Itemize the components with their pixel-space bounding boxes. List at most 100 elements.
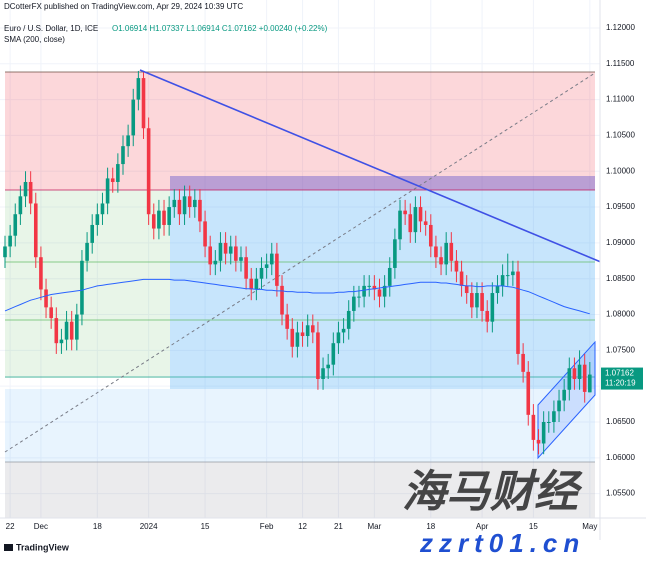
candle-body — [582, 364, 587, 392]
candle-body — [28, 181, 33, 204]
candle-body — [403, 210, 407, 215]
candle-body — [234, 246, 238, 261]
candle-body — [305, 325, 310, 337]
y-tick-label: 1.11000 — [606, 95, 635, 104]
candle-body — [485, 310, 490, 322]
x-tick-label: 12 — [298, 522, 307, 531]
candle-body — [341, 328, 346, 333]
candle-body — [521, 353, 525, 372]
candle-body — [269, 253, 274, 265]
x-tick-label: May — [582, 522, 597, 531]
x-tick-label: 18 — [426, 522, 435, 531]
candle-body — [223, 242, 228, 254]
candle-body — [557, 400, 561, 412]
y-tick-label: 1.11500 — [606, 59, 635, 68]
candle-body — [280, 285, 284, 315]
candle-body — [213, 260, 218, 265]
ohlc: O1.06914 H1.07337 L1.06914 C1.07162 +0.0… — [112, 24, 328, 33]
candle-body — [588, 374, 592, 393]
candle-body — [516, 271, 520, 354]
x-tick-label: 22 — [6, 522, 15, 531]
candle-body — [449, 242, 454, 261]
publisher: DCotterFX published on TradingView.com, … — [4, 2, 243, 11]
y-tick-label: 1.08500 — [606, 274, 635, 283]
x-tick-label: Dec — [34, 522, 48, 531]
candle-body — [146, 128, 151, 215]
candle-body — [480, 293, 484, 311]
y-tick-label: 1.10500 — [606, 131, 635, 140]
candle-body — [121, 146, 125, 165]
candle-body — [39, 257, 43, 290]
candle-body — [418, 207, 423, 222]
candle-body — [203, 221, 207, 247]
indicator-legend: SMA (200, close) — [4, 35, 65, 44]
candle-body — [475, 293, 479, 308]
y-tick-label: 1.09000 — [606, 238, 635, 247]
candle-body — [244, 257, 248, 279]
candle-body — [408, 214, 413, 233]
candle-body — [172, 199, 177, 208]
x-tick-label: Mar — [367, 522, 381, 531]
footer: TradingView — [16, 542, 70, 552]
candle-body — [275, 253, 279, 286]
candle-body — [8, 235, 12, 247]
candle-body — [495, 285, 500, 294]
y-tick-label: 1.07500 — [606, 345, 635, 354]
candle-body — [131, 99, 136, 136]
candle-body — [470, 293, 474, 308]
candle-body — [387, 267, 392, 286]
candle-body — [59, 339, 64, 344]
candle-body — [141, 78, 146, 129]
x-tick-label: 21 — [334, 522, 343, 531]
candle-body — [444, 242, 448, 265]
x-tick-label: Apr — [476, 522, 489, 531]
candle-body — [346, 310, 351, 329]
candle-body — [218, 242, 223, 261]
candle-body — [541, 421, 546, 444]
candle-body — [259, 267, 264, 279]
candle-body — [526, 371, 531, 415]
candle-body — [90, 224, 95, 243]
candle-body — [505, 275, 510, 277]
candle-body — [382, 285, 387, 297]
candle-body — [157, 210, 161, 229]
candle-body — [126, 135, 130, 147]
candle-body — [367, 285, 372, 287]
candle-body — [362, 285, 366, 297]
candle-body — [531, 414, 536, 440]
candle-body — [572, 368, 577, 380]
light-zone — [5, 389, 595, 462]
candle-body — [357, 296, 361, 298]
x-tick-label: 15 — [529, 522, 538, 531]
candle-body — [44, 289, 48, 308]
candle-body — [85, 242, 89, 261]
y-tick-label: 1.08000 — [606, 310, 635, 319]
candle-body — [254, 278, 259, 290]
x-tick-label: 15 — [201, 522, 210, 531]
countdown: 11:20:19 — [605, 379, 636, 388]
green-zone — [5, 190, 170, 378]
candle-body — [193, 199, 197, 208]
candle-body — [182, 196, 187, 215]
candle-body — [75, 314, 79, 340]
candle-body — [562, 389, 566, 401]
candle-body — [228, 246, 233, 254]
candle-body — [264, 264, 269, 268]
candle-body — [300, 332, 305, 337]
candle-body — [54, 318, 59, 344]
watermark-site: zzrt01.cn — [419, 528, 585, 558]
candle-body — [95, 214, 100, 225]
x-tick-label: 2024 — [140, 522, 158, 531]
plot — [3, 70, 592, 455]
candle-body — [546, 421, 551, 423]
symbol: Euro / U.S. Dollar, 1D, ICE — [4, 24, 98, 33]
candle-body — [459, 271, 464, 286]
sell-zone — [5, 72, 595, 190]
candle-body — [187, 196, 192, 208]
candle-body — [177, 199, 182, 215]
candle-body — [352, 296, 356, 311]
x-tick-label: 18 — [93, 522, 102, 531]
price-scale — [600, 0, 646, 540]
candle-body — [3, 246, 7, 258]
